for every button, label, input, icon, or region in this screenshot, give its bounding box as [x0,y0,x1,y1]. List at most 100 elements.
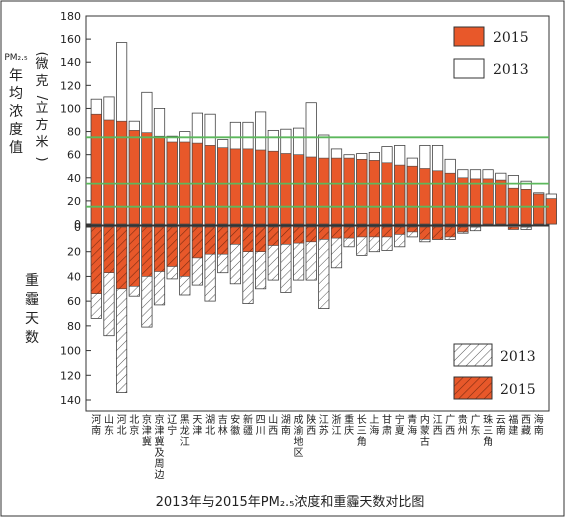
top-y-tick-label: 40 [67,172,81,185]
category-label-char: 林 [218,424,228,437]
category-label-char: 西 [306,426,316,437]
top-y-unit-char: 克 [35,74,48,89]
category-label-char: 庆 [344,424,354,437]
legend-swatch-2015-top [453,26,485,47]
category-label-char: 山 [268,414,278,426]
bar-2015-top [229,148,241,225]
bottom-y-title-char: 天 [25,311,39,327]
category-label: 安徽 [230,413,240,437]
bar-2015-top [154,135,166,225]
category-label: 北京 [129,414,139,437]
bottom-y-axis: 0 20 40 60 80 100 120 140 [60,221,91,407]
category-label-char: 海 [369,424,379,437]
bottom-y-title-char: 重 [25,273,39,289]
bottom-y-tick-label: 120 [60,369,81,382]
top-y-tick-label: 160 [60,33,81,46]
top-plot-frame [85,15,550,226]
category-label: 广东 [471,414,481,437]
bar-2015-bottom [154,226,166,272]
top-y-title-char: 度 [9,122,23,138]
category-label: 青海 [407,413,417,437]
category-label-char: 建 [508,424,518,437]
category-label-char: 成 [294,414,304,426]
bar-2015-top [419,168,431,225]
top-y-unit-char: / [34,96,49,101]
bar-2015-bottom [432,226,444,240]
category-label-char: 藏 [521,425,531,437]
category-label-char: 北 [205,425,215,437]
top-y-unit-char: ) [34,156,49,161]
category-label-char: 江 [319,414,329,426]
category-label-char: 州 [458,425,468,437]
bar-2015-bottom [305,226,317,243]
bottom-y-title-char: 数 [25,330,39,346]
category-label: 陕西 [306,413,316,437]
top-y-unit-char: 微 [35,57,48,72]
bottom-y-tick-label: 80 [67,320,81,333]
bar-2013-bottom [520,226,532,230]
category-label-char: 广 [471,414,481,426]
bar-2015-top [280,153,292,225]
category-label-char: 湖 [205,414,215,426]
legend-label-2015-top: 2015 [493,30,529,46]
bar-2015-bottom [217,226,229,255]
top-y-title-pm25: PM₂.₅ [4,53,28,63]
category-label-char: 疆 [243,425,253,437]
bar-2015-top [545,198,557,225]
category-label-char: 古 [420,435,430,448]
category-label-char: 珠 [483,413,493,426]
category-label-char: 津 [142,425,152,437]
bar-2015-bottom [242,226,254,253]
bar-2015-top [533,193,545,225]
category-label-char: 龙 [180,424,190,437]
category-label-char: 新 [243,413,253,426]
bottom-y-axis-title: 重霾天数 [25,273,39,346]
bottom-y-title-char: 霾 [25,292,39,308]
category-label-char: 重 [344,413,354,426]
bar-2015-bottom [179,226,191,277]
category-label-char: 徽 [230,424,240,437]
legend-swatch-2015-bottom [453,376,493,400]
category-label: 江西 [433,414,443,437]
bar-2015-top [432,170,444,225]
bar-2015-top [267,150,279,225]
category-label: 甘肃 [382,413,392,437]
bottom-y-tick-label: 40 [67,270,81,283]
category-label-char: 角 [483,436,493,448]
bar-2015-top [482,178,494,225]
category-label-char: 周 [155,458,165,470]
category-label-char: 西 [445,426,455,437]
category-label-char: 蒙 [420,424,430,437]
category-label-char: 山 [104,414,114,426]
category-label-char: 及 [155,447,165,459]
category-label-char: 天 [192,415,202,426]
bar-2013-bottom [469,226,482,232]
top-y-unit-char: 立 [35,101,48,116]
category-label: 浙江 [332,414,342,437]
category-label-char: 浙 [332,414,342,426]
category-label-char: 安 [230,413,240,426]
category-label-char: 广 [445,414,455,426]
top-y-title-char: 年 [9,68,23,84]
category-label-char: 苏 [319,424,329,437]
bottom-y-tick-label: 140 [60,394,81,407]
category-label-char: 河 [91,414,101,426]
top-y-unit-char: 方 [35,117,48,133]
bottom-plot-frame [85,225,550,412]
category-label: 内蒙古 [420,413,430,448]
bar-2015-bottom [343,226,355,239]
category-label-char: 四 [256,415,266,426]
legend-label-2015-bottom: 2015 [500,382,536,398]
legend-label-2013-bottom: 2013 [500,349,536,365]
bar-2015-top [343,157,355,225]
category-label: 云南 [496,415,506,437]
top-y-unit-char: 米 [35,135,48,150]
category-label: 四川 [256,415,266,437]
bar-2015-top [406,165,418,225]
bar-2015-top [255,149,267,225]
legend-label-2013-top: 2013 [493,62,529,78]
category-label-char: 京 [142,413,152,426]
category-label: 湖南 [281,414,291,437]
